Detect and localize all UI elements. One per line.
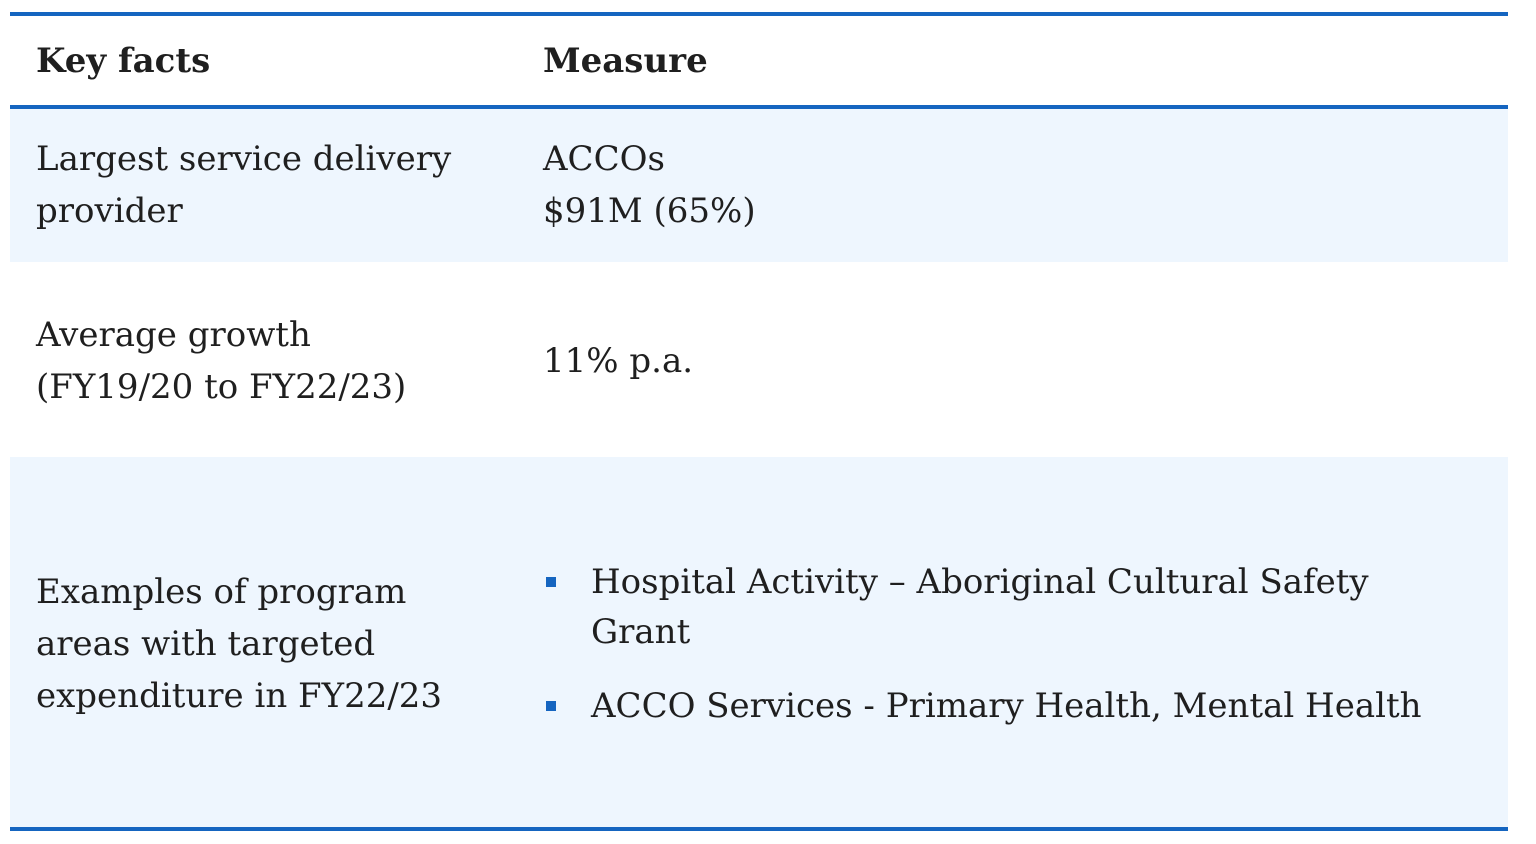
list-item: ACCO Services - Primary Health, Mental H… [543, 681, 1422, 731]
key-facts-table: Key facts Measure Largest service delive… [10, 12, 1508, 831]
square-bullet-icon [546, 701, 556, 711]
fact-line: (FY19/20 to FY22/23) [36, 367, 407, 407]
measure-cell: 11% p.a. [543, 335, 693, 387]
measure-line: $91M (65%) [543, 191, 756, 231]
fact-line: provider [36, 191, 183, 231]
square-bullet-icon [546, 577, 556, 587]
measure-line: 11% p.a. [543, 341, 694, 381]
header-measure: Measure [543, 41, 708, 81]
table-header-rule [10, 105, 1508, 109]
program-areas-list: Hospital Activity – Aboriginal Cultural … [543, 557, 1422, 731]
bullet-line: ACCO Services - Primary Health, Mental H… [591, 686, 1422, 726]
fact-line: Examples of program [36, 572, 407, 612]
header-key-facts: Key facts [36, 41, 211, 81]
table-header-row: Key facts Measure [10, 16, 1508, 105]
fact-line: expenditure in FY22/23 [36, 676, 443, 716]
bullet-line: Grant [591, 612, 691, 652]
fact-line: Average growth [36, 315, 311, 355]
table-row: Largest service delivery provider ACCOs … [10, 109, 1508, 262]
table-row: Examples of program areas with targeted … [10, 457, 1508, 827]
table-bottom-rule [10, 827, 1508, 831]
table-row: Average growth (FY19/20 to FY22/23) 11% … [10, 262, 1508, 457]
fact-line: areas with targeted [36, 624, 376, 664]
fact-cell: Largest service delivery provider [36, 133, 451, 237]
bullet-line: Hospital Activity – Aboriginal Cultural … [591, 562, 1369, 602]
measure-cell: ACCOs $91M (65%) [543, 133, 756, 237]
fact-line: Largest service delivery [36, 139, 452, 179]
fact-cell: Average growth (FY19/20 to FY22/23) [36, 309, 406, 413]
list-item: Hospital Activity – Aboriginal Cultural … [543, 557, 1422, 657]
fact-cell: Examples of program areas with targeted … [36, 566, 442, 722]
measure-line: ACCOs [543, 139, 665, 179]
table-top-rule [10, 12, 1508, 16]
